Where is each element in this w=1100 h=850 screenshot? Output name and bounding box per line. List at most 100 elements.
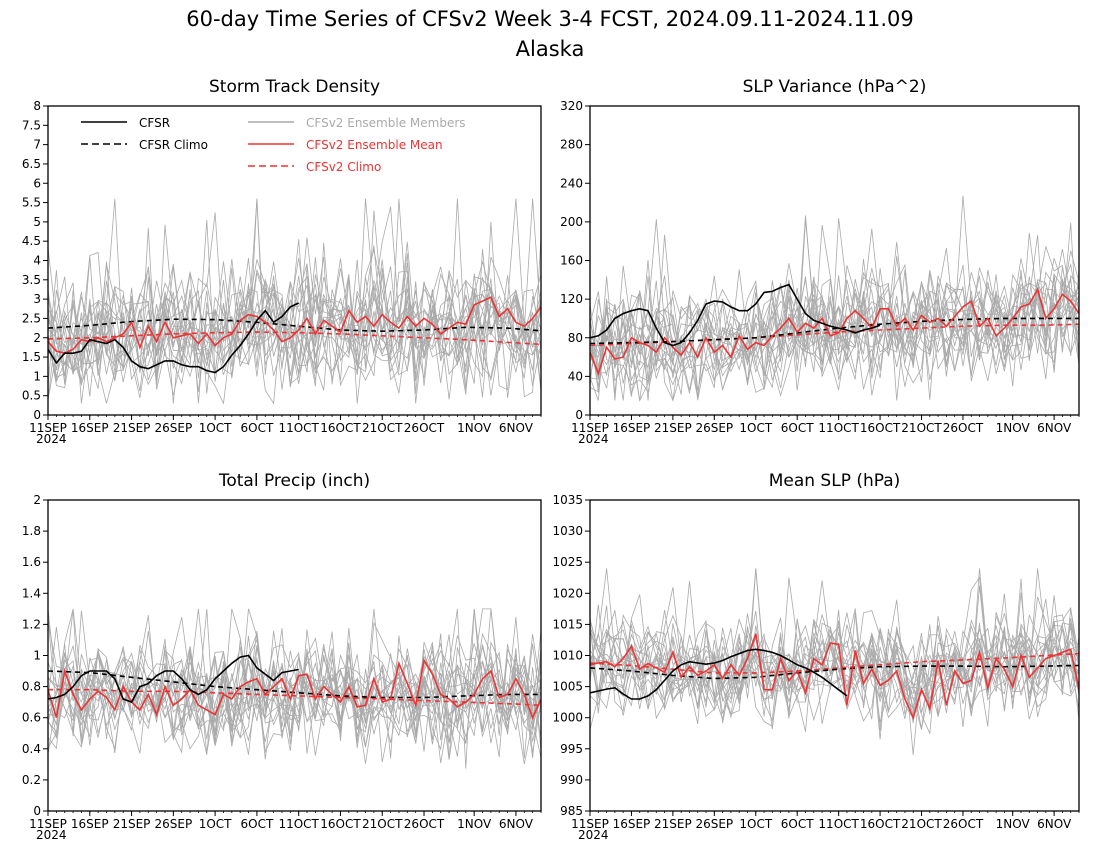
y-tick-label: 8: [33, 99, 41, 113]
series-line-cfsr: [48, 302, 300, 374]
y-tick-label: 3: [33, 292, 41, 306]
x-tick-label: 1OCT: [739, 421, 772, 435]
y-tick-label: 240: [560, 176, 583, 190]
y-tick-label: 1020: [552, 586, 583, 600]
x-tick-label: 1NOV: [457, 421, 492, 435]
x-tick-label: 6OCT: [781, 817, 814, 831]
x-tick-label: 26OCT: [404, 817, 445, 831]
x-tick-label: 1NOV: [457, 817, 492, 831]
ensemble-member-line: [48, 608, 541, 764]
y-tick-label: 1030: [552, 524, 583, 538]
chart-panel-slp-variance: SLP Variance (hPa^2) 0 40 80 120 160 200 240 280…: [560, 77, 1080, 446]
series-line-cfsr: [590, 648, 848, 700]
plot-area: [590, 568, 1079, 756]
x-tick-label: 16OCT: [860, 817, 901, 831]
y-tick-label: 6.5: [22, 157, 41, 171]
chart-panel-total-precip: Total Precip (inch) 0 0.2 0.4 0.6 0.8 1 1.2 1.4 1…: [22, 471, 542, 842]
y-tick-label: 7.5: [22, 118, 41, 132]
panel-title: Total Precip (inch): [218, 471, 370, 491]
y-tick-label: 4.5: [22, 234, 41, 248]
ensemble-member-line: [590, 568, 1079, 713]
y-tick-label: 3.5: [22, 273, 41, 287]
y-tick-label: 0: [33, 804, 41, 818]
x-tick-label: 26OCT: [943, 421, 984, 435]
x-tick-label: 21OCT: [901, 421, 942, 435]
x-tick-label: 6NOV: [499, 421, 534, 435]
panel-title: SLP Variance (hPa^2): [743, 77, 927, 97]
ensemble-member-line: [48, 237, 541, 385]
series-line-mean: [590, 633, 1079, 721]
legend-label-cfsv2-climo: CFSv2 Climo: [306, 160, 381, 174]
x-tick-label: 21SEP: [113, 421, 151, 435]
series-line-cfsr-climo: [590, 664, 1079, 680]
series-line-cfsv2-climo: [48, 331, 541, 346]
y-tick-label: 0: [575, 408, 583, 422]
y-tick-label: 5: [33, 215, 41, 229]
x-year-label: 2024: [578, 828, 609, 842]
series-line-cfsr-climo: [48, 670, 541, 699]
y-tick-label: 1.8: [22, 524, 41, 538]
y-tick-label: 1025: [552, 555, 583, 569]
x-tick-label: 1OCT: [199, 421, 232, 435]
y-tick-label: 0.5: [22, 389, 41, 403]
x-tick-label: 16SEP: [613, 421, 651, 435]
y-tick-label: 1000: [552, 711, 583, 725]
x-tick-label: 16SEP: [613, 817, 651, 831]
y-tick-label: 0.4: [22, 742, 41, 756]
y-tick-label: 1015: [552, 617, 583, 631]
x-tick-label: 21SEP: [654, 421, 692, 435]
chart-panel-mean-slp: Mean SLP (hPa) 985 990 995 1000 1005 1010 1015 1…: [552, 471, 1080, 842]
y-tick-label: 6: [33, 176, 41, 190]
x-tick-label: 6NOV: [499, 817, 534, 831]
y-tick-label: 160: [560, 254, 583, 268]
x-tick-label: 11OCT: [818, 421, 859, 435]
plot-area: [590, 195, 1079, 402]
plot-frame: [47, 105, 542, 416]
y-tick-label: 7: [33, 138, 41, 152]
x-tick-label: 26OCT: [404, 421, 445, 435]
series-line-mean: [48, 657, 541, 720]
x-tick-label: 21OCT: [362, 817, 403, 831]
y-tick-label: 320: [560, 99, 583, 113]
ensemble-member-line: [590, 215, 1079, 402]
y-tick-label: 1010: [552, 649, 583, 663]
ensemble-members: [590, 195, 1079, 402]
legend-label-members: CFSv2 Ensemble Members: [306, 116, 466, 130]
y-tick-label: 0.6: [22, 711, 41, 725]
y-tick-label: 1.6: [22, 555, 41, 569]
ensemble-member-line: [590, 279, 1079, 401]
ensemble-member-line: [48, 633, 541, 750]
figure-title: 60-day Time Series of CFSv2 Week 3-4 FCS…: [186, 7, 914, 31]
ensemble-members: [48, 198, 541, 405]
y-tick-label: 1.2: [22, 617, 41, 631]
y-tick-label: 1.4: [22, 586, 41, 600]
plot-frame: [47, 499, 542, 812]
y-tick-label: 2.5: [22, 311, 41, 325]
chart-panel-storm-track-density: Storm Track Density 0 0.5 1 1.5 2 2.5 3 3.5 4 4.5 5…: [22, 77, 542, 446]
ensemble-member-line: [590, 568, 1079, 729]
chart-legend: CFSR CFSR Climo CFSv2 Ensemble Members CFSv…: [81, 116, 466, 174]
x-tick-label: 21SEP: [113, 817, 151, 831]
ensemble-member-line: [48, 198, 541, 404]
x-tick-label: 26SEP: [695, 421, 733, 435]
x-tick-label: 11SEP: [29, 421, 67, 435]
x-year-label: 2024: [36, 432, 67, 446]
ensemble-member-line: [590, 258, 1079, 391]
y-tick-label: 5.5: [22, 196, 41, 210]
ensemble-member-line: [590, 594, 1079, 719]
x-tick-label: 1OCT: [739, 817, 772, 831]
x-year-label: 2024: [36, 828, 67, 842]
ensemble-member-line: [48, 615, 541, 750]
y-tick-label: 0.8: [22, 680, 41, 694]
y-tick-label: 120: [560, 292, 583, 306]
x-tick-label: 1NOV: [996, 817, 1031, 831]
x-tick-label: 16SEP: [71, 817, 109, 831]
plot-area: [48, 198, 541, 405]
ensemble-member-line: [590, 219, 1079, 402]
y-tick-label: 1005: [552, 680, 583, 694]
y-tick-label: 995: [560, 742, 583, 756]
ensemble-member-line: [590, 269, 1079, 394]
y-tick-label: 280: [560, 138, 583, 152]
x-tick-label: 21SEP: [654, 817, 692, 831]
legend-label-cfsr-climo: CFSR Climo: [139, 138, 208, 152]
